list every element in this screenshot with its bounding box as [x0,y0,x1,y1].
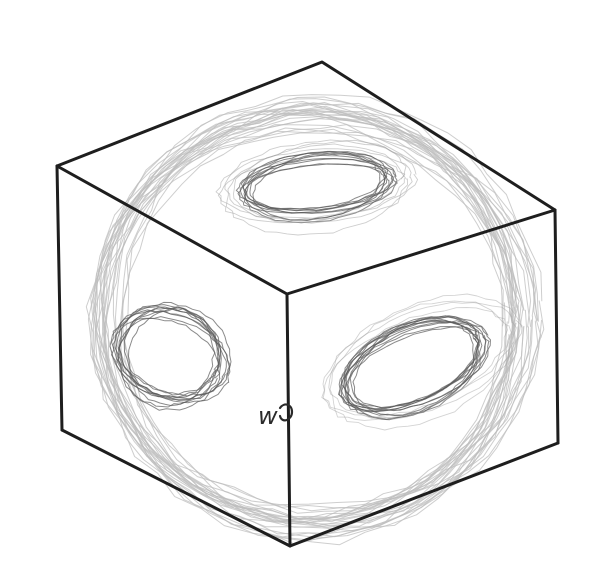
left-face-circle-stroke [119,316,231,404]
cube-edge-left-vertical [55,164,64,432]
top-face-circle-stroke [215,148,413,221]
right-face-circle-stroke [341,320,488,410]
right-face-circle-stroke [321,301,517,418]
right-face-circle-stroke [328,293,523,420]
top-face-circle-stroke [224,139,419,224]
cube-edge-right-vertical [553,208,560,445]
top-face-circle-stroke [240,150,387,211]
cube-edge-bottom-left [60,428,292,548]
top-face-circle-stroke [217,154,406,224]
top-face-circle-stroke [225,143,408,236]
left-face-circle-sketch [109,301,232,411]
sphere-sketch-stroke [112,111,514,524]
cube-edge-top-back [55,60,557,212]
sphere-sketch-stroke [93,108,537,506]
cube-edge-bottom-right [288,441,560,548]
top-face-circle-stroke [233,140,407,219]
sphere-sketch-stroke [100,124,508,523]
right-face-circle-stroke [347,319,479,421]
top-face-circle-stroke [239,158,396,210]
top-face-circle-sketch [215,139,419,236]
right-face-circle-sketch [321,293,523,431]
marker-scribble [278,403,294,422]
sphere-sketch [85,94,545,546]
left-face-circle-stroke [109,306,220,399]
right-face-circle-stroke [329,300,512,431]
handwritten-marker-text: w [258,402,278,430]
right-face-circle-stroke [340,315,480,411]
sphere-sketch-stroke [90,110,531,541]
sphere-sketch-stroke [119,117,517,509]
left-face-circle-stroke [118,306,216,408]
right-face-circle-stroke [338,321,487,410]
right-face-circle-stroke [322,307,508,421]
